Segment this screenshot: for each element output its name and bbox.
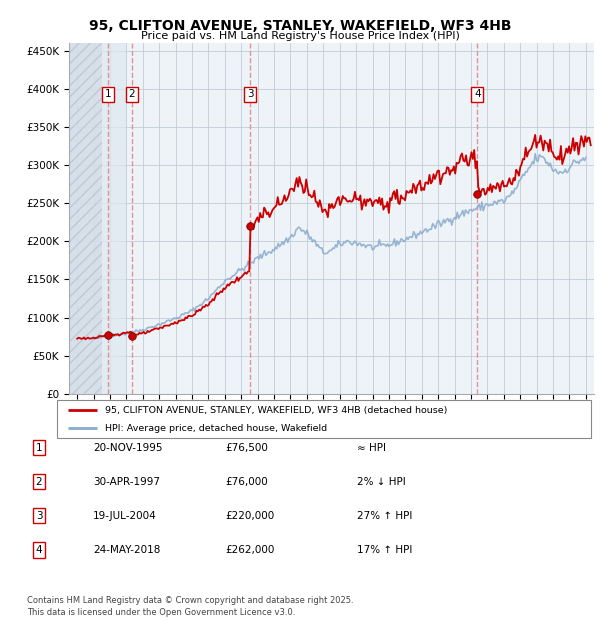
Text: 1: 1 [105, 89, 112, 99]
Text: HPI: Average price, detached house, Wakefield: HPI: Average price, detached house, Wake… [105, 424, 327, 433]
Text: £220,000: £220,000 [225, 511, 274, 521]
Text: 3: 3 [35, 511, 43, 521]
Text: Price paid vs. HM Land Registry's House Price Index (HPI): Price paid vs. HM Land Registry's House … [140, 31, 460, 41]
Text: 4: 4 [474, 89, 481, 99]
Text: 2% ↓ HPI: 2% ↓ HPI [357, 477, 406, 487]
Text: 3: 3 [247, 89, 254, 99]
Text: £76,000: £76,000 [225, 477, 268, 487]
Text: £262,000: £262,000 [225, 545, 274, 555]
Text: 2: 2 [128, 89, 135, 99]
Bar [69, 43, 127, 394]
Text: 30-APR-1997: 30-APR-1997 [93, 477, 160, 487]
Text: Contains HM Land Registry data © Crown copyright and database right 2025.
This d: Contains HM Land Registry data © Crown c… [27, 596, 353, 617]
Text: 27% ↑ HPI: 27% ↑ HPI [357, 511, 412, 521]
Text: 24-MAY-2018: 24-MAY-2018 [93, 545, 160, 555]
Text: 4: 4 [35, 545, 43, 555]
Text: ≈ HPI: ≈ HPI [357, 443, 386, 453]
Text: £76,500: £76,500 [225, 443, 268, 453]
Bar [69, 43, 102, 394]
Text: 1: 1 [35, 443, 43, 453]
Text: 2: 2 [35, 477, 43, 487]
Text: 17% ↑ HPI: 17% ↑ HPI [357, 545, 412, 555]
Text: 20-NOV-1995: 20-NOV-1995 [93, 443, 163, 453]
Text: 95, CLIFTON AVENUE, STANLEY, WAKEFIELD, WF3 4HB: 95, CLIFTON AVENUE, STANLEY, WAKEFIELD, … [89, 19, 511, 33]
FancyBboxPatch shape [57, 400, 591, 438]
Text: 19-JUL-2004: 19-JUL-2004 [93, 511, 157, 521]
Text: 95, CLIFTON AVENUE, STANLEY, WAKEFIELD, WF3 4HB (detached house): 95, CLIFTON AVENUE, STANLEY, WAKEFIELD, … [105, 405, 448, 415]
